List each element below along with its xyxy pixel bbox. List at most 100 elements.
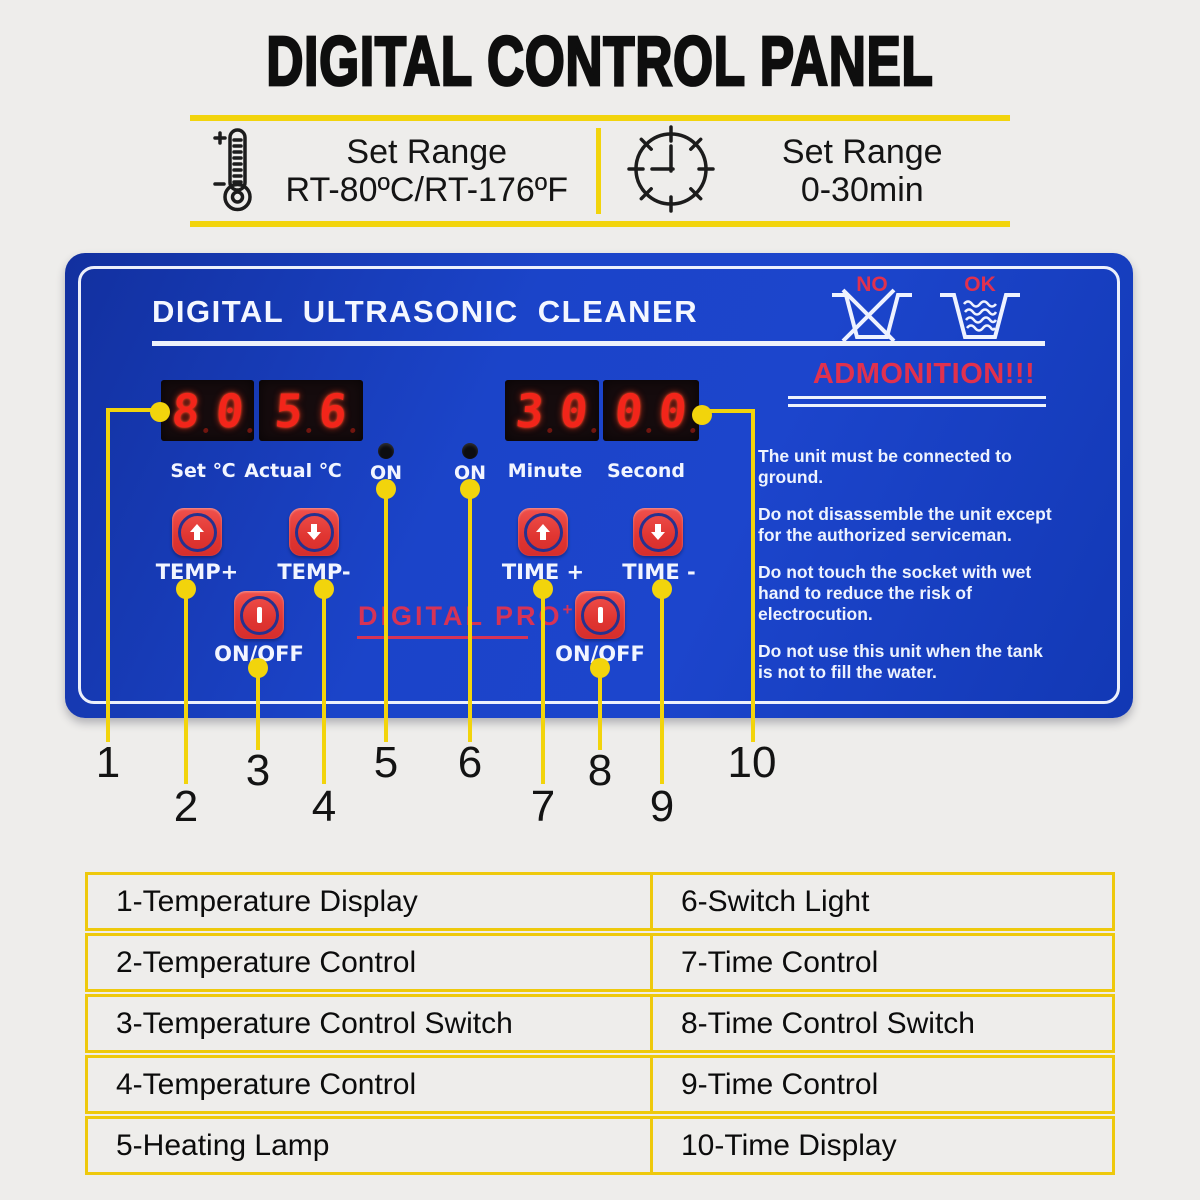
legend-cell: 8-Time Control Switch (681, 1006, 975, 1040)
brand-text: DIGITAL PRO+ (358, 600, 575, 632)
warning-list: The unit must be connected to ground. Do… (758, 446, 1060, 699)
legend-cell: 9-Time Control (681, 1067, 879, 1101)
callout-number-2: 2 (173, 782, 199, 831)
legend-table: 1-Temperature Display 6-Switch Light 2-T… (85, 872, 1115, 1175)
power-icon (580, 595, 620, 635)
page-title: DIGITAL CONTROL PANEL (0, 21, 1200, 102)
switch-led-icon (462, 443, 478, 459)
time-range-spec: Set Range 0-30min (601, 121, 1011, 221)
callout-dot-1 (150, 402, 170, 422)
panel-title: DIGITAL ULTRASONIC CLEANER (152, 294, 699, 329)
time-onoff-button[interactable] (575, 591, 625, 639)
control-panel (65, 253, 1133, 718)
second-label: Second (606, 460, 685, 482)
callout-number-4: 4 (311, 782, 337, 831)
legend-row: 1-Temperature Display 6-Switch Light (85, 872, 1115, 931)
ok-basket-icon: OK (938, 273, 1022, 350)
legend-cell: 6-Switch Light (681, 884, 870, 918)
callout-dot-3 (248, 658, 268, 678)
arrow-up-icon (177, 512, 217, 552)
callout-line-9 (660, 588, 664, 784)
legend-cell: 2-Temperature Control (88, 936, 653, 989)
callout-number-9: 9 (649, 782, 675, 831)
callout-line-10 (700, 409, 755, 413)
callout-dot-5 (376, 479, 396, 499)
callout-number-5: 5 (373, 738, 399, 787)
arrow-down-icon (638, 512, 678, 552)
callout-line-5 (384, 487, 388, 742)
brand-plus: + (562, 600, 576, 619)
callout-number-6: 6 (457, 738, 483, 787)
warning-item: Do not touch the socket with wet hand to… (758, 562, 1032, 624)
legend-row: 2-Temperature Control 7-Time Control (85, 933, 1115, 992)
no-label: NO (856, 273, 888, 296)
heating-led-icon (378, 443, 394, 459)
minute-display: 3 0 (505, 380, 599, 441)
second-display: 0 0 (603, 380, 699, 441)
arrow-down-icon (294, 512, 334, 552)
display-digit: 6 (316, 383, 350, 438)
callout-line-8 (598, 666, 602, 750)
display-digit: 3 (513, 383, 547, 438)
legend-row: 4-Temperature Control 9-Time Control (85, 1055, 1115, 1114)
display-digit: 0 (557, 383, 591, 438)
legend-row: 3-Temperature Control Switch 8-Time Cont… (85, 994, 1115, 1053)
set-temp-display: 8 0 (161, 380, 254, 441)
warning-item: The unit must be connected to ground. (758, 446, 1012, 487)
warning-item: Do not use this unit when the tank is no… (758, 641, 1043, 682)
temp-range-value: RT-80ºC/RT-176ºF (285, 171, 568, 209)
temp-minus-label: TEMP- (277, 560, 351, 584)
brand-name: DIGITAL PRO (358, 601, 563, 631)
time-plus-button[interactable] (518, 508, 568, 556)
page-title-text: DIGITAL CONTROL PANEL (265, 21, 934, 102)
heating-on-label: ON (369, 462, 403, 484)
callout-line-10 (751, 409, 755, 742)
no-basket-icon: NO (830, 273, 914, 350)
callout-dot-6 (460, 479, 480, 499)
time-minus-button[interactable] (633, 508, 683, 556)
display-digit: 0 (612, 383, 646, 438)
panel-title-underline (152, 341, 1045, 346)
spec-strip: Set Range RT-80ºC/RT-176ºF Set Range 0-3… (190, 115, 1010, 227)
temp-onoff-button[interactable] (234, 591, 284, 639)
callout-dot-2 (176, 579, 196, 599)
admonition-title: ADMONITION!!! (812, 358, 1036, 390)
callout-number-8: 8 (587, 746, 613, 795)
minute-label: Minute (507, 460, 583, 482)
temp-range-text: Set Range RT-80ºC/RT-176ºF (258, 133, 596, 209)
legend-row: 5-Heating Lamp 10-Time Display (85, 1116, 1115, 1175)
callout-dot-10 (692, 405, 712, 425)
callout-dot-9 (652, 579, 672, 599)
time-range-text: Set Range 0-30min (715, 133, 1011, 209)
callout-dot-7 (533, 579, 553, 599)
admonition-underline (788, 404, 1046, 407)
display-digit: 0 (656, 383, 690, 438)
set-temp-label: Set ℃ (170, 460, 236, 482)
callout-line-6 (468, 487, 472, 742)
temp-plus-label: TEMP+ (155, 560, 239, 584)
callout-line-2 (184, 588, 188, 784)
power-icon (239, 595, 279, 635)
actual-temp-label: Actual ℃ (244, 460, 342, 482)
clock-icon (626, 124, 715, 218)
temp-plus-button[interactable] (172, 508, 222, 556)
legend-cell: 10-Time Display (681, 1128, 897, 1162)
callout-dot-8 (590, 658, 610, 678)
temp-range-spec: Set Range RT-80ºC/RT-176ºF (190, 121, 596, 221)
legend-cell: 4-Temperature Control (88, 1058, 653, 1111)
callout-line-7 (541, 588, 545, 784)
time-range-label: Set Range (781, 133, 943, 171)
actual-temp-display: 5 6 (259, 380, 363, 441)
thermometer-icon (212, 126, 258, 217)
temp-minus-button[interactable] (289, 508, 339, 556)
callout-line-3 (256, 666, 260, 750)
temp-range-label: Set Range (346, 133, 508, 171)
callout-number-1: 1 (95, 738, 121, 787)
ok-label: OK (964, 273, 996, 296)
legend-cell: 3-Temperature Control Switch (88, 997, 653, 1050)
warning-item: Do not disassemble the unit except for t… (758, 504, 1052, 545)
legend-cell: 5-Heating Lamp (88, 1119, 653, 1172)
display-digit: 0 (213, 383, 246, 438)
display-digit: 5 (272, 383, 306, 438)
